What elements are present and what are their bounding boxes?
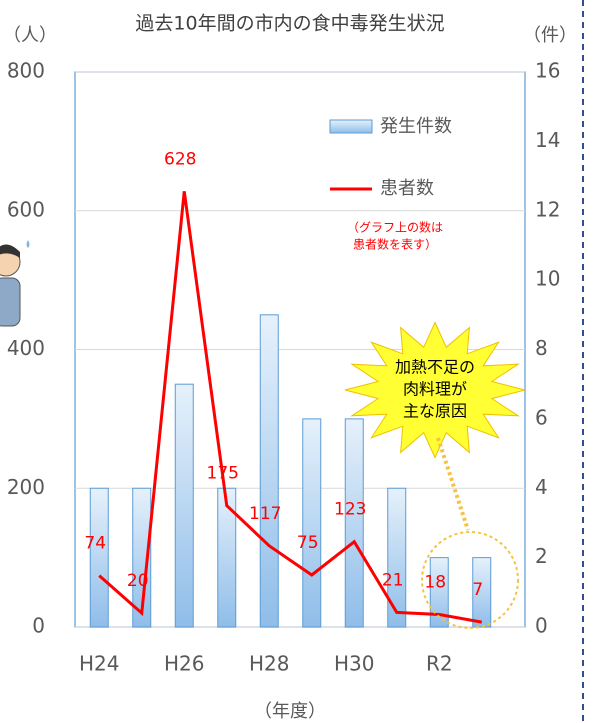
- x-tick-label: H24: [79, 652, 120, 676]
- data-label: 7: [472, 580, 483, 600]
- bar: [175, 384, 193, 627]
- bar: [260, 315, 278, 627]
- y2-tick-label: 2: [535, 544, 548, 568]
- x-tick-label: H30: [334, 652, 375, 676]
- note: （グラフ上の数は: [347, 220, 443, 235]
- x-tick-label: H28: [249, 652, 290, 676]
- note: 患者数を表す）: [353, 237, 437, 252]
- y-tick-label: 600: [7, 197, 45, 221]
- bar: [388, 488, 406, 627]
- x-axis-title: （年度）: [254, 701, 326, 722]
- y-tick-label: 200: [7, 475, 45, 499]
- bar: [303, 419, 321, 627]
- data-label: 75: [297, 533, 319, 553]
- legend-label: 発生件数: [380, 116, 452, 137]
- data-label: 175: [207, 464, 239, 484]
- y-axis-title: （人）: [3, 25, 57, 46]
- callout: 肉料理が: [403, 380, 467, 399]
- x-tick-label: H26: [164, 652, 205, 676]
- data-label: 117: [249, 504, 281, 524]
- legend-swatch: [330, 120, 372, 133]
- person-illustration: [0, 240, 30, 326]
- data-label: 18: [424, 573, 446, 593]
- callout-pointer: [438, 438, 468, 530]
- y2-tick-label: 6: [535, 405, 548, 429]
- data-label: 123: [334, 500, 366, 520]
- y-tick-label: 0: [32, 614, 45, 638]
- y2-tick-label: 14: [535, 128, 560, 152]
- bar: [345, 419, 363, 627]
- y2-tick-label: 8: [535, 336, 548, 360]
- callout: 加熱不足の: [395, 358, 475, 377]
- y2-tick-label: 10: [535, 267, 560, 291]
- x-tick-label: R2: [426, 652, 453, 676]
- data-label: 21: [382, 570, 404, 590]
- bar: [90, 488, 108, 627]
- bar: [218, 488, 236, 627]
- data-label: 74: [84, 534, 106, 554]
- data-label: 628: [164, 149, 196, 169]
- y2-tick-label: 4: [535, 475, 548, 499]
- callout: 主な原因: [403, 402, 467, 421]
- y2-tick-label: 0: [535, 614, 548, 638]
- legend-label: 患者数: [380, 178, 434, 199]
- chart: 過去10年間の市内の食中毒発生状況 （人） （件） （年度） 020040060…: [0, 0, 593, 723]
- y-tick-label: 800: [7, 59, 45, 83]
- y2-axis-title: （件）: [523, 25, 577, 46]
- chart-title: 過去10年間の市内の食中毒発生状況: [135, 13, 444, 35]
- y-tick-label: 400: [7, 336, 45, 360]
- y2-tick-label: 16: [535, 59, 560, 83]
- data-label: 20: [127, 571, 149, 591]
- y2-tick-label: 12: [535, 197, 560, 221]
